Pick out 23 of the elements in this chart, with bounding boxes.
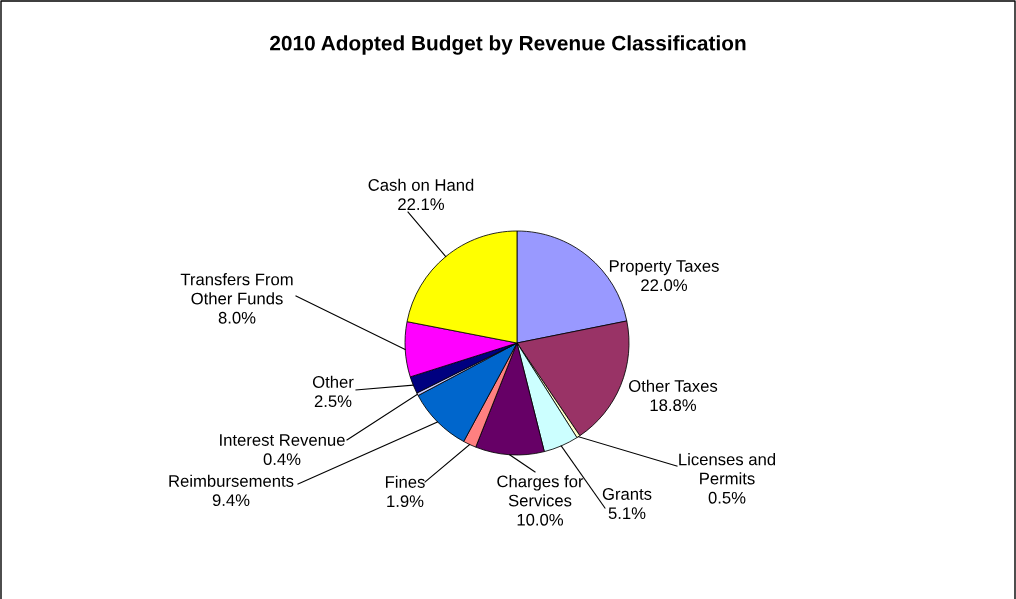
slice-label: Other: [312, 375, 354, 388]
slice-label: Interest Revenue: [220, 434, 345, 446]
slice-label: Other Taxes: [629, 379, 718, 392]
slice-label: Grants: [602, 488, 652, 500]
data-label: 2.5%: [314, 395, 352, 408]
slice-label: Reimbursements: [169, 474, 294, 487]
data-label: 1.9%: [387, 495, 424, 508]
slice-label: Cash on Hand: [368, 178, 474, 191]
chart-title: 2010 Adopted Budget by Revenue Classification: [270, 35, 746, 55]
slice-label: Property Taxes: [609, 260, 719, 276]
data-label: 5.1%: [608, 507, 646, 520]
data-label: 18.8%: [650, 399, 697, 412]
slice-label: Fines: [385, 475, 425, 488]
data-label: 10.0%: [517, 513, 564, 526]
data-label: 0.5%: [708, 491, 746, 504]
data-label: 22.0%: [641, 279, 688, 292]
slice-label: Transfers From Other Funds: [180, 273, 293, 305]
data-label: 8.0%: [218, 311, 256, 324]
slice-label: Licenses and Permits: [679, 453, 776, 485]
data-label: 22.1%: [398, 198, 445, 210]
data-label: 0.4%: [263, 453, 301, 466]
slice-label: Charges for Services: [497, 475, 584, 507]
data-label: 9.4%: [212, 494, 250, 507]
